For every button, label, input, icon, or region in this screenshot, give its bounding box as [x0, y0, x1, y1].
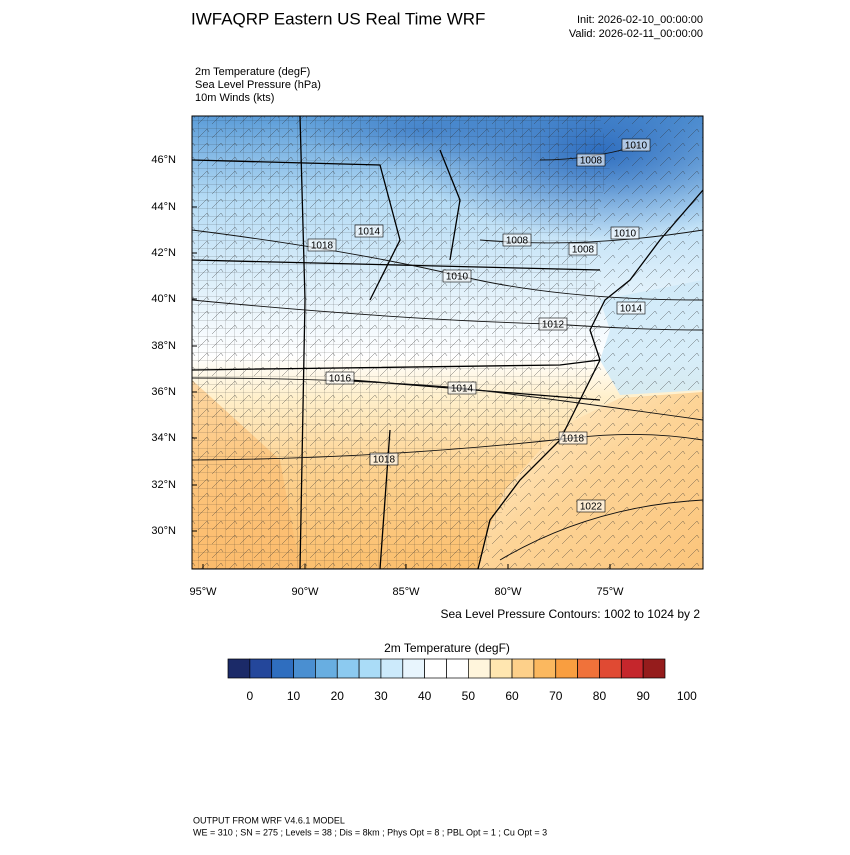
contour-label-box: [568, 242, 598, 256]
colorbar-title: 2m Temperature (degF): [384, 641, 510, 655]
field-label: 10m Winds (kts): [195, 92, 274, 104]
colorbar: 0 10 20 30 40 50 60 70 80 90 100: [227, 658, 697, 703]
valid-time: Valid: 2026-02-11_00:00:00: [569, 28, 703, 40]
colorbar-swatch: [424, 658, 447, 679]
contour-labels: 1008 1010 1018 1014 1008 1008 1010 1010 1014 1012…: [307, 138, 651, 513]
contour-label: 1010: [614, 229, 637, 240]
contour-label: 1018: [311, 241, 334, 252]
contour-label-box: [442, 269, 472, 283]
contour-label: 1014: [620, 304, 643, 315]
contour-label: 1012: [542, 320, 565, 331]
contour-label: 1008: [506, 236, 529, 247]
title: IWFAQRP Eastern US Real Time WRF: [191, 9, 485, 28]
colorbar-label: 10: [287, 689, 301, 703]
footer-line: WE = 310 ; SN = 275 ; Levels = 38 ; Dis …: [193, 827, 547, 837]
lat-label: 36°N: [151, 386, 176, 398]
colorbar-label: 70: [549, 689, 563, 703]
colorbar-swatch: [336, 658, 360, 679]
contour-label: 1022: [580, 502, 603, 513]
wind-barbs: [192, 116, 703, 569]
colorbar-swatch: [227, 658, 251, 679]
contour-label-box: [576, 153, 606, 167]
contour-label-box: [576, 499, 606, 513]
colorbar-swatch: [620, 658, 644, 679]
lat-label: 32°N: [151, 479, 176, 491]
colorbar-swatch: [555, 658, 578, 679]
colorbar-swatch: [249, 658, 273, 679]
lat-label: 44°N: [151, 201, 176, 213]
lat-label: 42°N: [151, 247, 176, 259]
lon-label: 95°W: [189, 586, 217, 598]
contour-label-box: [502, 233, 532, 247]
colorbar-label: 40: [418, 689, 432, 703]
colorbar-label: 0: [247, 689, 254, 703]
contour-label-box: [621, 138, 651, 152]
field-label: Sea Level Pressure (hPa): [195, 79, 321, 91]
colorbar-swatch: [642, 658, 666, 679]
colorbar-swatch: [533, 658, 557, 679]
contour-label-box: [307, 238, 337, 252]
contour-label-box: [616, 301, 646, 315]
contour-label-box: [558, 431, 588, 445]
lat-label: 30°N: [151, 525, 176, 537]
contour-label: 1018: [562, 434, 585, 445]
contour-label: 1010: [625, 141, 648, 152]
contour-label-box: [354, 224, 384, 238]
colorbar-swatch: [315, 658, 338, 679]
footer-line: OUTPUT FROM WRF V4.6.1 MODEL: [193, 815, 345, 825]
lat-label: 34°N: [151, 432, 176, 444]
contour-note: Sea Level Pressure Contours: 1002 to 102…: [441, 607, 701, 621]
contour-label: 1014: [358, 227, 381, 238]
colorbar-swatch: [271, 658, 294, 679]
contour-label-box: [447, 381, 477, 395]
colorbar-label: 50: [462, 689, 476, 703]
contour-label-box: [325, 371, 355, 385]
lon-label: 85°W: [392, 586, 420, 598]
map: 1008 1010 1018 1014 1008 1008 1010 1010 1014 1012…: [192, 116, 703, 569]
boundaries: [192, 116, 703, 569]
lat-label: 40°N: [151, 293, 176, 305]
contour-label-box: [369, 452, 399, 466]
contour-label-box: [538, 317, 568, 331]
contour-label: 1016: [329, 374, 352, 385]
colorbar-label: 90: [636, 689, 650, 703]
contour-label: 1014: [451, 384, 474, 395]
colorbar-label: 60: [505, 689, 519, 703]
colorbar-label: 80: [593, 689, 607, 703]
colorbar-swatch: [402, 658, 425, 679]
lon-label: 90°W: [291, 586, 319, 598]
lon-label: 75°W: [596, 586, 624, 598]
lon-label: 80°W: [494, 586, 522, 598]
colorbar-swatch: [293, 658, 316, 679]
contour-label: 1008: [572, 245, 595, 256]
contour-label: 1018: [373, 455, 396, 466]
colorbar-swatch: [489, 658, 513, 679]
colorbar-label: 30: [374, 689, 388, 703]
colorbar-swatch: [577, 658, 600, 679]
contour-label: 1010: [446, 272, 469, 283]
colorbar-label: 100: [677, 689, 697, 703]
map-frame: [191, 115, 704, 570]
field-list: 2m Temperature (degF)Sea Level Pressure …: [195, 66, 321, 104]
contour-label: 1008: [580, 156, 603, 167]
lat-label: 46°N: [151, 154, 176, 166]
colorbar-label: 20: [331, 689, 345, 703]
field-label: 2m Temperature (degF): [195, 66, 310, 78]
init-time: Init: 2026-02-10_00:00:00: [577, 14, 703, 26]
colorbar-swatch: [380, 658, 404, 679]
colorbar-swatch: [468, 658, 491, 679]
contour-label-box: [610, 226, 640, 240]
colorbar-swatch: [446, 658, 469, 679]
colorbar-swatch: [599, 658, 622, 679]
colorbar-swatch: [511, 658, 535, 679]
map-axes: 46°N 44°N 42°N 40°N 38°N 36°N 34°N 32°N 30°N 95°W…: [151, 154, 624, 598]
colorbar-swatch: [358, 658, 382, 679]
lat-label: 38°N: [151, 340, 176, 352]
